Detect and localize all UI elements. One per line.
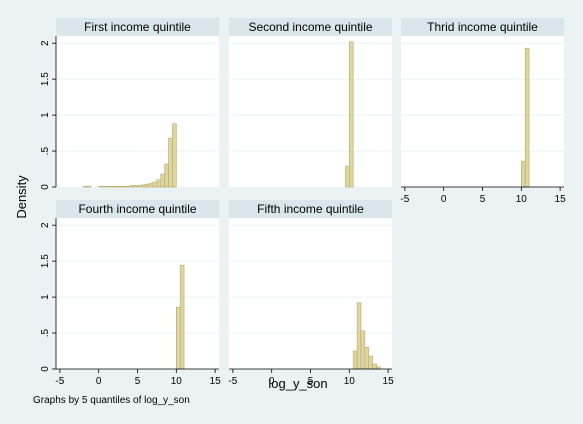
- x-axis-title: log_y_son: [268, 376, 327, 391]
- histogram-bar: [110, 185, 115, 188]
- plot-area: [401, 36, 564, 187]
- histogram-bar: [102, 185, 107, 188]
- histogram-bar: [168, 137, 173, 188]
- panel-title: First income quintile: [84, 20, 191, 34]
- histogram-bar: [148, 183, 154, 188]
- histogram-bar: [179, 265, 185, 370]
- histogram-bar: [86, 185, 92, 188]
- plot-area: [229, 218, 392, 369]
- y-tick-label: 0: [40, 184, 51, 190]
- histogram-bar: [160, 173, 165, 188]
- panel-5: Fifth income quintile -5 0 5 10 15: [228, 200, 394, 387]
- x-tick-label: 15: [383, 376, 395, 387]
- histogram-bar: [117, 185, 123, 188]
- panel-3: Thrid income quintile -5 0 5 10 15: [400, 18, 566, 205]
- histogram-bar: [137, 185, 142, 188]
- histogram-bar: [172, 123, 177, 188]
- x-tick-label: 10: [171, 376, 183, 387]
- y-axis-title: Density: [14, 175, 29, 219]
- y-tick-label: 1: [40, 112, 51, 118]
- histogram-bar: [141, 184, 146, 188]
- histogram-bar: [368, 355, 373, 370]
- x-tick-label: 15: [555, 194, 567, 205]
- panel-1: First income quintile 0 .5 1 1.5 2: [40, 18, 219, 190]
- y-tick-label: 0: [40, 366, 51, 372]
- plot-area: [56, 36, 219, 187]
- x-tick-label: 0: [96, 376, 102, 387]
- histogram-bar: [156, 179, 162, 188]
- histogram-bar: [113, 185, 119, 188]
- panel-title-strip: [229, 200, 392, 218]
- x-tick-label: 5: [308, 376, 314, 387]
- plot-area: [229, 36, 392, 187]
- y-tick-label: 1: [40, 294, 51, 300]
- panel-title-strip: [229, 18, 392, 36]
- x-tick-label: 0: [269, 376, 275, 387]
- histogram-bar: [360, 330, 366, 370]
- histogram-bar: [372, 363, 377, 370]
- histogram-bar: [82, 185, 88, 188]
- panel-title: Second income quintile: [248, 20, 372, 34]
- histogram-bar: [521, 160, 526, 188]
- histogram-bar: [125, 185, 131, 188]
- histogram-bar: [364, 347, 370, 370]
- histogram-bar: [152, 181, 158, 188]
- histogram-bar: [106, 185, 111, 188]
- y-tick-label: 2: [40, 40, 51, 46]
- x-tick-label: 0: [441, 194, 447, 205]
- histogram-bar: [164, 163, 169, 188]
- histogram-bar: [352, 350, 358, 370]
- histogram-bar: [98, 185, 103, 188]
- x-tick-label: 5: [135, 376, 141, 387]
- x-tick-label: 10: [344, 376, 356, 387]
- y-tick-label: 1.5: [40, 72, 51, 86]
- histogram-bar: [129, 185, 134, 188]
- panel-title-strip: [401, 18, 564, 36]
- histogram-bar: [133, 185, 138, 188]
- panel-4: Fourth income quintile 0 .5 1 1.5 2 -5 0 5 10 15: [40, 200, 221, 387]
- panel-title: Fourth income quintile: [78, 202, 196, 216]
- x-tick-label: 5: [480, 194, 486, 205]
- y-tick-label: 2: [40, 222, 51, 228]
- x-tick-label: -5: [400, 194, 409, 205]
- histogram-bar: [121, 185, 127, 188]
- panel-title-strip: [56, 18, 219, 36]
- plot-area: [56, 218, 219, 369]
- histogram-bar: [144, 183, 150, 188]
- histogram-bar: [345, 165, 350, 188]
- histogram-bar: [349, 41, 354, 188]
- x-tick-label: -5: [228, 376, 237, 387]
- histogram-bar: [176, 306, 181, 370]
- panel-2: Second income quintile: [229, 18, 392, 188]
- x-tick-label: 10: [516, 194, 528, 205]
- y-tick-label: .5: [40, 328, 51, 337]
- panel-title: Fifth income quintile: [257, 202, 364, 216]
- x-tick-label: -5: [55, 376, 64, 387]
- panel-title: Thrid income quintile: [427, 20, 538, 34]
- y-tick-label: .5: [40, 146, 51, 155]
- panel-title-strip: [56, 200, 219, 218]
- by-group-note: Graphs by 5 quantiles of log_y_son: [33, 395, 190, 406]
- histogram-bar: [356, 302, 362, 370]
- x-tick-label: 15: [210, 376, 222, 387]
- y-tick-label: 1.5: [40, 254, 51, 268]
- histogram-bar: [524, 47, 530, 188]
